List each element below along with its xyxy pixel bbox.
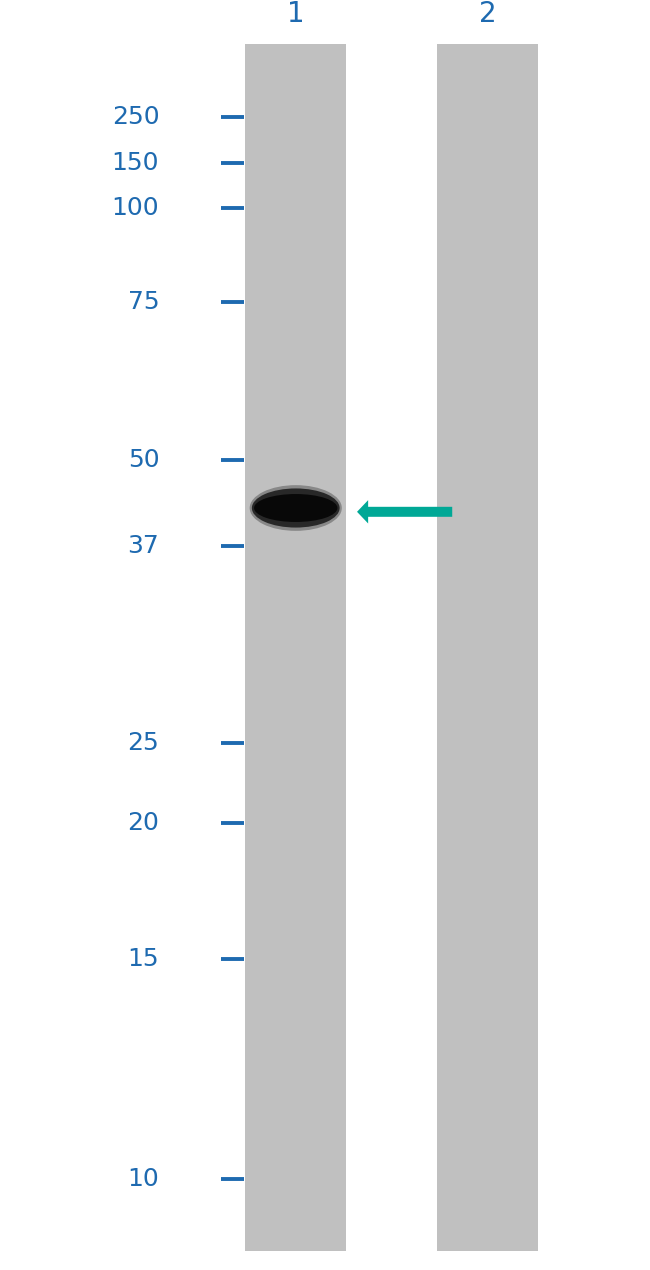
Text: 150: 150 bbox=[112, 151, 159, 174]
Text: 10: 10 bbox=[127, 1167, 159, 1190]
Ellipse shape bbox=[250, 485, 342, 531]
Ellipse shape bbox=[254, 494, 337, 522]
Text: 2: 2 bbox=[478, 0, 497, 28]
Bar bbox=[437, 44, 538, 1251]
Text: 100: 100 bbox=[112, 197, 159, 220]
Text: 37: 37 bbox=[127, 535, 159, 558]
Text: 20: 20 bbox=[127, 812, 159, 834]
Bar bbox=[246, 44, 346, 1251]
Text: 15: 15 bbox=[127, 947, 159, 970]
Text: 75: 75 bbox=[127, 291, 159, 314]
Text: 1: 1 bbox=[287, 0, 305, 28]
Text: 25: 25 bbox=[127, 732, 159, 754]
Text: 50: 50 bbox=[127, 448, 159, 471]
Ellipse shape bbox=[252, 489, 339, 527]
Text: 250: 250 bbox=[112, 105, 159, 128]
